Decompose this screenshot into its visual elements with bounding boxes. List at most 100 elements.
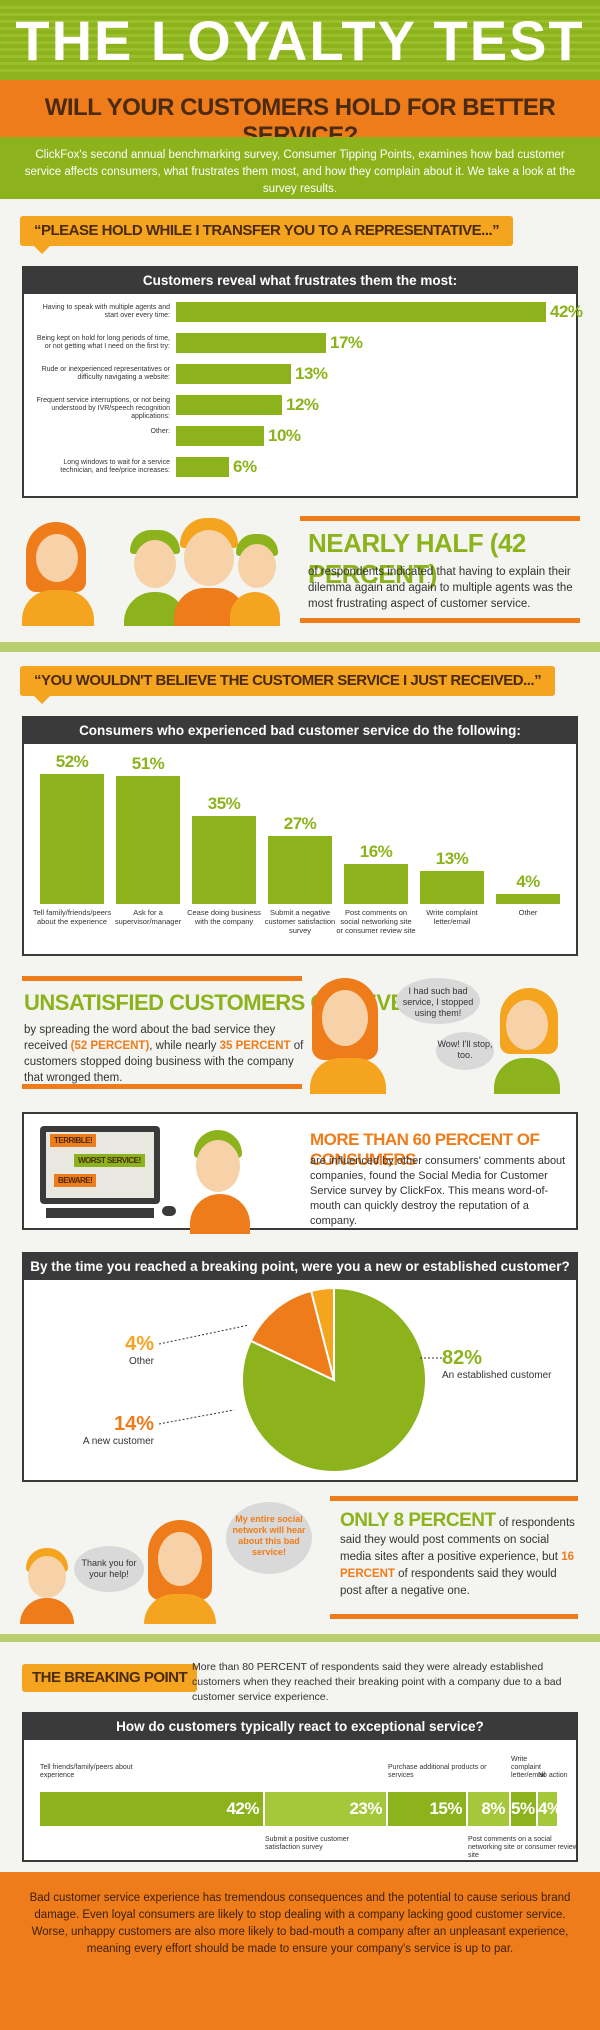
header-subtitle-band: WILL YOUR CUSTOMERS HOLD FOR BETTER SERV… <box>0 80 600 149</box>
bar <box>176 302 546 322</box>
pie-value: 4% <box>125 1333 154 1355</box>
leader-line <box>158 1409 235 1425</box>
hbar-row: Frequent service interruptions, or not b… <box>24 395 576 420</box>
speech-bubble-thanks: Thank you for your help! <box>74 1546 144 1592</box>
agents-illustration <box>18 516 280 626</box>
mouse-icon <box>162 1206 176 1216</box>
pie-value: 82% <box>442 1347 482 1369</box>
bar-label: Write complaint letter/email <box>426 908 478 926</box>
segment-label: Purchase additional products or services <box>388 1764 487 1779</box>
speech-bubble-stopped: I had such bad service, I stopped using … <box>396 978 480 1024</box>
bar <box>176 333 326 353</box>
page-subtitle: WILL YOUR CUSTOMERS HOLD FOR BETTER SERV… <box>44 94 556 149</box>
bar-value: 27% <box>283 814 317 833</box>
divider <box>300 516 580 521</box>
breaking-point-label: THE BREAKING POINT <box>22 1664 198 1692</box>
bar-label: Tell family/friends/peers about the expe… <box>32 908 112 926</box>
hbar-row: Long windows to wait for a service techn… <box>24 457 576 479</box>
stack-segment <box>538 1792 557 1826</box>
bar <box>268 836 332 904</box>
screen-comment: WORST SERVICE! <box>74 1154 145 1167</box>
bar-label: Other: <box>150 428 170 435</box>
bar-value: 4% <box>516 872 540 891</box>
divider <box>330 1496 578 1501</box>
bar <box>176 457 229 477</box>
segment-value: 4% <box>538 1799 562 1818</box>
intro-text: ClickFox's second annual benchmarking su… <box>24 149 576 195</box>
pie-value: 14% <box>114 1413 154 1435</box>
gossip-illustration <box>310 976 580 1094</box>
pie-label: Other <box>129 1356 155 1367</box>
bar-label: Cease doing business with the company <box>187 908 261 926</box>
segment-value: 42% <box>226 1799 259 1818</box>
bar <box>176 395 282 415</box>
footer-band: Bad customer service experience has trem… <box>0 1872 600 2030</box>
segment-label: Tell friends/family/peers about experien… <box>40 1764 133 1779</box>
breaking-point-text: More than 80 PERCENT of respondents said… <box>192 1661 562 1703</box>
bar <box>176 364 291 384</box>
pie-chart-title: By the time you reached a breaking point… <box>24 1254 576 1280</box>
bar <box>40 774 104 904</box>
bar <box>344 864 408 904</box>
computer-monitor-icon: TERRIBLE! WORST SERVICE! BEWARE! <box>40 1126 160 1204</box>
stack-segment <box>511 1792 536 1826</box>
exceptional-service-title: How do customers typically react to exce… <box>24 1714 576 1740</box>
bar-value: 6% <box>233 457 257 476</box>
bar-value: 52% <box>55 752 89 771</box>
sixty-percent-text: are influenced by other consumers' comme… <box>310 1155 566 1227</box>
hbar-row: Being kept on hold for long periods of t… <box>24 333 576 355</box>
divider <box>330 1614 578 1619</box>
bar-value: 10% <box>268 426 301 445</box>
bar-label: Ask for a supervisor/manager <box>114 908 182 926</box>
bar-label: Rude or inexperienced representatives or… <box>41 366 170 381</box>
bar-label: Long windows to wait for a service techn… <box>60 459 170 474</box>
bad-service-actions-chart: Consumers who experienced bad customer s… <box>22 716 578 956</box>
quote-banner-received: “YOU WOULDN'T BELIEVE THE CUSTOMER SERVI… <box>20 666 556 704</box>
bar-value: 13% <box>295 364 328 383</box>
segment-value: 8% <box>481 1799 505 1818</box>
hbar-row: Rude or inexperienced representatives or… <box>24 364 576 386</box>
segment-value: 23% <box>349 1799 382 1818</box>
screen-comment: BEWARE! <box>54 1174 97 1187</box>
pie-label: An established customer <box>442 1370 552 1381</box>
bar <box>176 426 264 446</box>
bar-value: 42% <box>550 302 583 321</box>
bar-value: 17% <box>330 333 363 352</box>
sixty-percent-headline: MORE THAN 60 PERCENT OF CONSUMERS <box>310 1130 540 1169</box>
segment-value: 5% <box>511 1799 535 1818</box>
segment-value: 15% <box>429 1799 462 1818</box>
man-illustration <box>190 1130 250 1234</box>
speech-bubble-wow: Wow! I'll stop, too. <box>436 1032 494 1070</box>
frustrations-chart: Customers reveal what frustrates them th… <box>22 266 583 498</box>
segment-label: Write complaint letter/email <box>511 1756 546 1779</box>
divider <box>22 976 302 981</box>
bar-label: Post comments on social networking site … <box>336 908 416 935</box>
bar-value: 12% <box>286 395 319 414</box>
stack-segment <box>40 1792 263 1826</box>
segment-label: No action <box>538 1772 568 1779</box>
footer-text: Bad customer service experience has trem… <box>29 1892 571 1955</box>
pie-slice <box>249 1289 336 1382</box>
quote-banner-hold: “PLEASE HOLD WHILE I TRANSFER YOU TO A R… <box>20 216 514 254</box>
customer-type-pie-panel: By the time you reached a breaking point… <box>22 1252 578 1482</box>
bar-value: 13% <box>435 849 469 868</box>
frustrations-chart-title: Customers reveal what frustrates them th… <box>24 268 576 294</box>
bar-label: Submit a negative customer satisfaction … <box>264 908 336 935</box>
stack-segment <box>265 1792 386 1826</box>
section-divider <box>0 642 600 652</box>
pie-chart: 82%An established customer 14%A new custo… <box>83 1286 552 1473</box>
bar <box>496 894 560 904</box>
page-title: THE LOYALTY TEST <box>15 9 585 72</box>
bar <box>192 816 256 904</box>
social-network-illustration <box>18 1494 268 1624</box>
hbar-row: Having to speak with multiple agents and… <box>24 302 583 324</box>
bad-service-chart-title: Consumers who experienced bad customer s… <box>24 718 576 744</box>
bar-value: 35% <box>207 794 241 813</box>
leader-line <box>158 1324 250 1345</box>
bar <box>420 871 484 904</box>
exceptional-service-chart: How do customers typically react to exce… <box>22 1712 578 1862</box>
divider <box>300 618 580 623</box>
segment-label: Post comments on a social networking sit… <box>468 1836 578 1859</box>
segment-label: Submit a positive customer satisfaction … <box>265 1836 350 1851</box>
intro-band: ClickFox's second annual benchmarking su… <box>0 137 600 199</box>
